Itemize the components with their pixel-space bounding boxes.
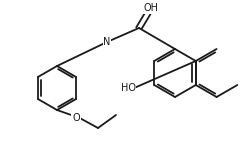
Text: N: N (103, 37, 111, 47)
Text: HO: HO (121, 83, 136, 93)
Text: OH: OH (143, 3, 158, 13)
Text: O: O (72, 113, 80, 123)
